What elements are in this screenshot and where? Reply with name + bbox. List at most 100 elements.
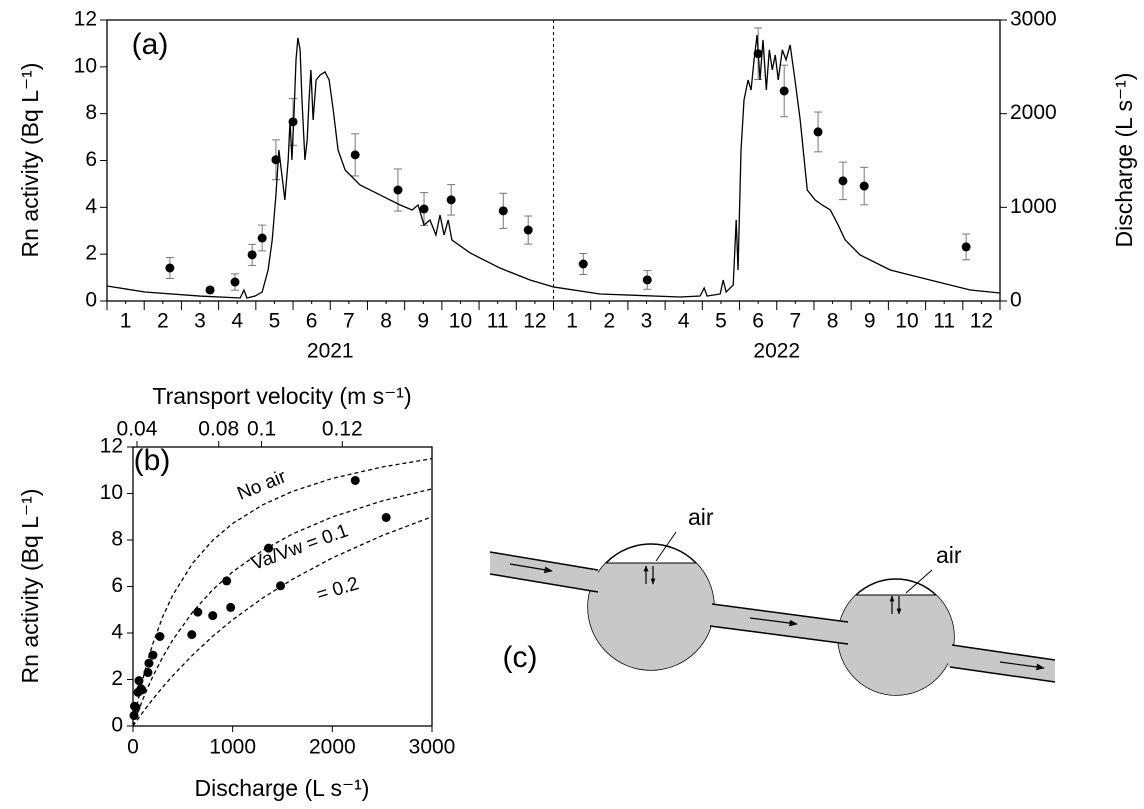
y-tick-label: 6 bbox=[85, 148, 97, 171]
data-point bbox=[350, 475, 360, 485]
data-point bbox=[276, 581, 286, 591]
diagram: air air (c) bbox=[489, 504, 1056, 696]
flow-arrow bbox=[509, 563, 553, 574]
x-group-label: 2022 bbox=[753, 340, 800, 363]
y-tick-label: 2 bbox=[85, 242, 97, 265]
data-point bbox=[205, 285, 215, 295]
x-tick-label: 1000 bbox=[209, 736, 256, 759]
y2-tick-label: 3000 bbox=[1010, 8, 1057, 31]
data-point bbox=[230, 277, 240, 287]
x-tick-label: 1 bbox=[120, 310, 132, 333]
y-tick-label: 12 bbox=[100, 435, 123, 458]
data-point bbox=[247, 250, 257, 260]
y2-tick-label: 2000 bbox=[1010, 101, 1057, 124]
pipe bbox=[490, 552, 598, 592]
x-tick-label: 3 bbox=[641, 310, 653, 333]
data-line bbox=[132, 516, 433, 727]
panel-label: (b) bbox=[134, 444, 171, 477]
leader-line bbox=[905, 569, 933, 594]
y-tick-label: 8 bbox=[85, 101, 97, 124]
data-point bbox=[578, 259, 588, 269]
pipe-edge bbox=[951, 644, 1056, 661]
x-tick-label: 6 bbox=[752, 310, 764, 333]
data-line bbox=[132, 457, 433, 727]
pipe-edge bbox=[711, 603, 849, 623]
x-tick-label: 6 bbox=[306, 310, 318, 333]
curve-label: = 0.2 bbox=[314, 573, 361, 606]
x-tick-label: 11 bbox=[487, 310, 509, 333]
data-point bbox=[393, 185, 403, 195]
data-point bbox=[446, 195, 456, 205]
air-label: air bbox=[688, 504, 714, 530]
x-tick-label: 12 bbox=[970, 310, 993, 333]
x-tick-label: 9 bbox=[417, 310, 429, 333]
data-point bbox=[134, 676, 144, 686]
x-tick-label: 2 bbox=[157, 310, 169, 333]
y-axis-title: Rn activity (Bq L⁻¹) bbox=[17, 489, 43, 684]
x-tick-label: 4 bbox=[231, 310, 243, 333]
flow-arrow bbox=[999, 661, 1045, 671]
data-point bbox=[148, 650, 158, 660]
y-tick-label: 4 bbox=[111, 621, 123, 644]
y-tick-label: 6 bbox=[111, 574, 123, 597]
data-point bbox=[226, 602, 236, 612]
y-tick-label: 10 bbox=[100, 481, 123, 504]
y-tick-label: 8 bbox=[111, 528, 123, 551]
leader-line bbox=[655, 531, 677, 562]
y-tick-label: 2 bbox=[111, 667, 123, 690]
x-tick-label: 8 bbox=[380, 310, 392, 333]
data-point bbox=[257, 233, 267, 243]
panel-label: (c) bbox=[503, 641, 538, 674]
x-tick-label: 9 bbox=[864, 310, 876, 333]
pipe-edge bbox=[489, 551, 599, 571]
data-point bbox=[187, 630, 197, 640]
x2-axis-title: Transport velocity (m s⁻¹) bbox=[152, 383, 411, 409]
y2-tick-label: 1000 bbox=[1010, 195, 1057, 218]
pipe-edge bbox=[489, 573, 599, 593]
x-tick-label: 3 bbox=[194, 310, 206, 333]
data-point bbox=[381, 512, 391, 522]
data-point bbox=[523, 225, 533, 235]
data-point bbox=[137, 685, 147, 695]
data-point bbox=[193, 607, 203, 617]
data-point bbox=[350, 150, 360, 160]
pipe bbox=[948, 645, 1055, 682]
flow-arrow bbox=[749, 617, 798, 627]
data-line bbox=[132, 488, 433, 727]
data-point bbox=[498, 206, 508, 216]
y-tick-label: 4 bbox=[85, 195, 97, 218]
y-tick-label: 10 bbox=[74, 54, 97, 77]
data-point bbox=[419, 204, 429, 214]
x-tick-label: 5 bbox=[269, 310, 281, 333]
data-point bbox=[144, 658, 154, 668]
x-tick-label: 4 bbox=[678, 310, 690, 333]
y-tick-label: 12 bbox=[74, 8, 97, 31]
x-axis-title: Discharge (L s⁻¹) bbox=[195, 775, 370, 801]
x-tick-label: 7 bbox=[343, 310, 355, 333]
air-label: air bbox=[936, 542, 962, 568]
x-tick-label: 5 bbox=[715, 310, 727, 333]
pipe bbox=[705, 603, 848, 644]
y-axis-title: Rn activity (Bq L⁻¹) bbox=[17, 63, 43, 258]
x-tick-label: 0 bbox=[127, 736, 139, 759]
x-tick-label: 10 bbox=[895, 310, 918, 333]
water bbox=[838, 595, 954, 695]
x-tick-label: 3000 bbox=[409, 736, 456, 759]
y2-tick-label: 0 bbox=[1010, 289, 1022, 312]
data-point bbox=[208, 611, 218, 621]
pipe-edge bbox=[949, 666, 1056, 683]
data-point bbox=[642, 275, 652, 285]
x-tick-label: 7 bbox=[790, 310, 802, 333]
x2-tick-label: 0.08 bbox=[198, 418, 239, 441]
y-tick-label: 0 bbox=[85, 289, 97, 312]
pipe-edge bbox=[709, 625, 849, 645]
panel-label: (a) bbox=[132, 28, 169, 61]
x2-tick-label: 0.04 bbox=[117, 418, 158, 441]
x-tick-label: 12 bbox=[523, 310, 546, 333]
data-point bbox=[961, 242, 971, 252]
x-tick-label: 8 bbox=[827, 310, 839, 333]
curve-label: Va/Vw = 0.1 bbox=[249, 520, 352, 574]
x-tick-label: 2000 bbox=[309, 736, 356, 759]
x-tick-label: 2 bbox=[603, 310, 615, 333]
